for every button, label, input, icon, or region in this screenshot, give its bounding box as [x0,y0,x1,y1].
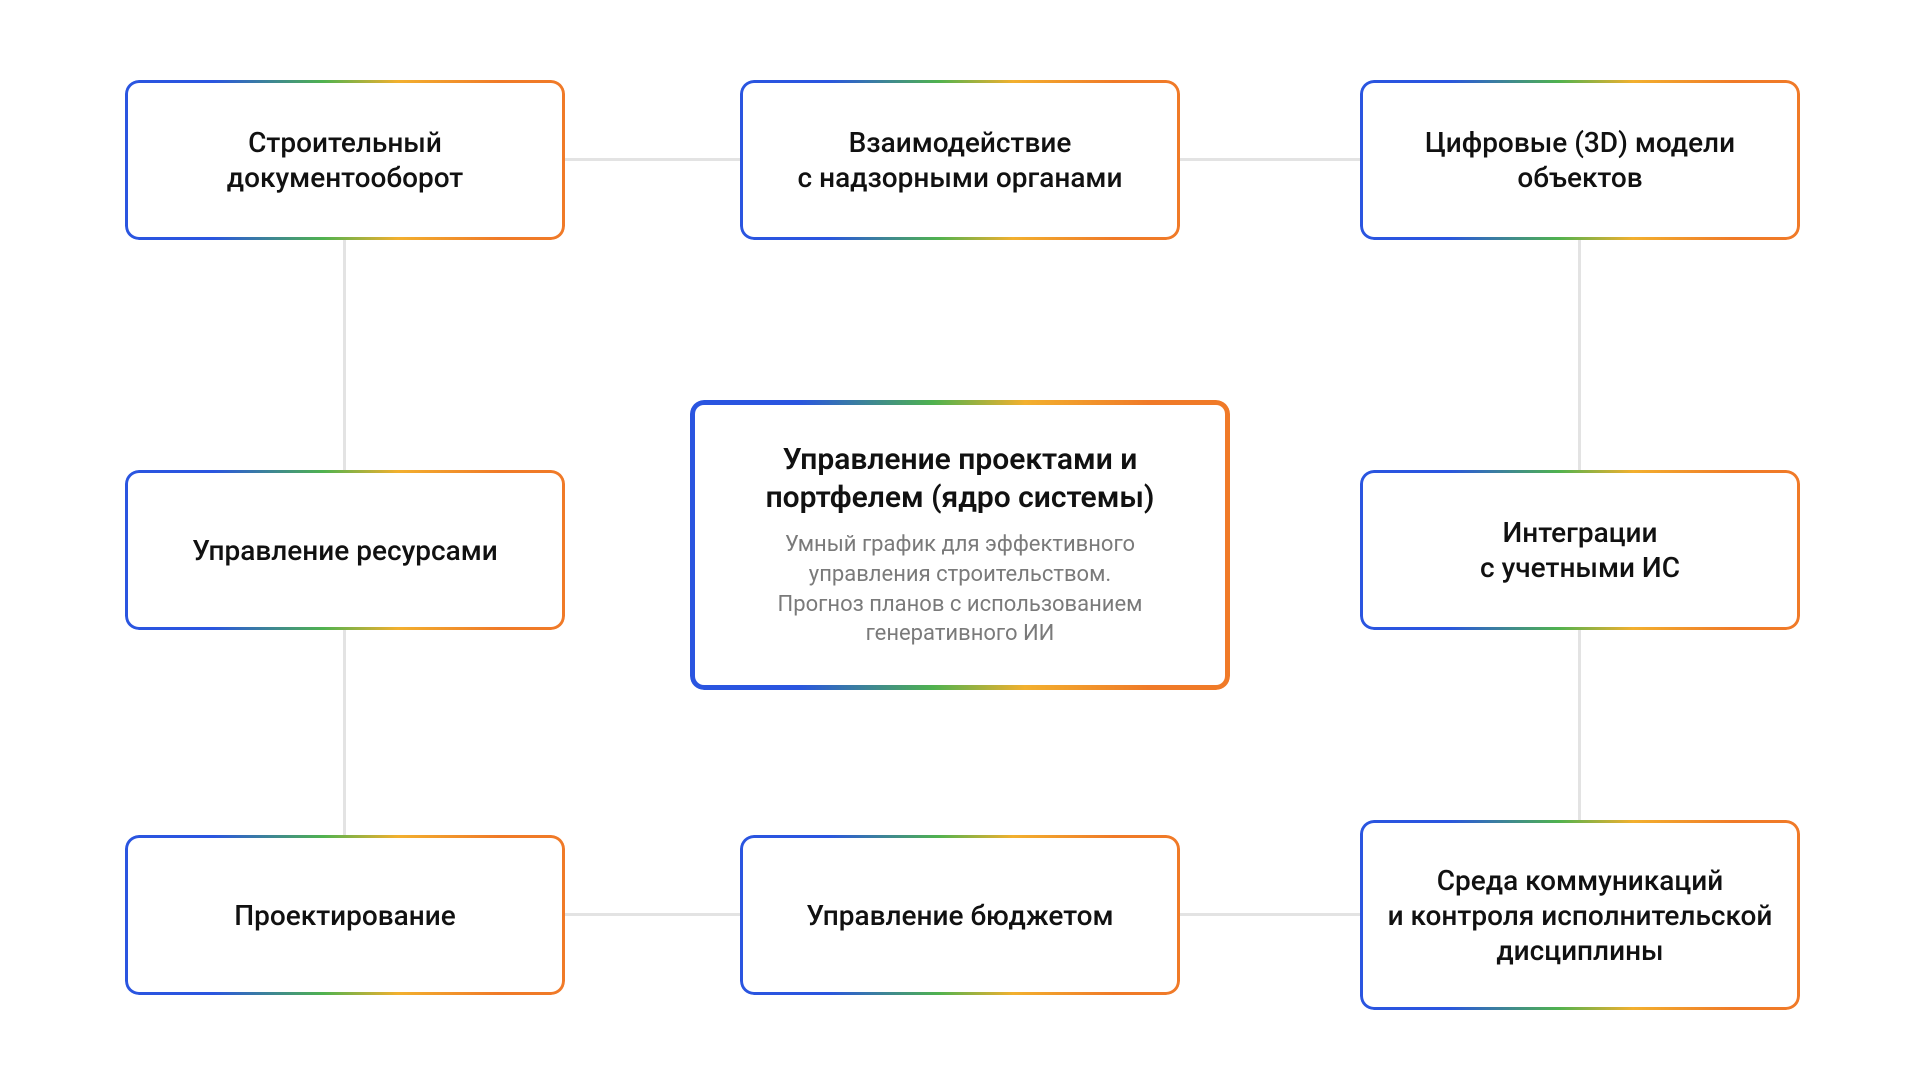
node-top-left: Строительный документооборот [125,80,565,240]
edge-left-mid-to-bot [343,625,346,840]
node-title: Управление проектами и портфелем (ядро с… [766,441,1155,516]
diagram-canvas: Строительный документооборот Взаимодейст… [0,0,1920,1080]
node-title: Управление ресурсами [192,533,498,568]
node-bot-right: Среда коммуникаций и контроля исполнител… [1360,820,1800,1010]
edge-left-top-to-mid [343,235,346,475]
edge-bot-left-to-mid [560,913,760,916]
edge-top-left-to-mid [560,158,760,161]
node-title: Строительный документооборот [227,125,463,195]
node-center: Управление проектами и портфелем (ядро с… [690,400,1230,690]
node-subtitle: Умный график для эффективного управления… [778,530,1143,649]
edge-right-top-to-mid [1578,235,1581,475]
node-bot-left: Проектирование [125,835,565,995]
node-title: Среда коммуникаций и контроля исполнител… [1388,863,1773,968]
node-title: Интеграции с учетными ИС [1480,515,1680,585]
edge-bot-mid-to-right [1170,913,1370,916]
node-mid-right: Интеграции с учетными ИС [1360,470,1800,630]
node-title: Проектирование [234,898,455,933]
edge-top-mid-to-right [1170,158,1370,161]
node-mid-left: Управление ресурсами [125,470,565,630]
node-top-mid: Взаимодействие с надзорными органами [740,80,1180,240]
node-bot-mid: Управление бюджетом [740,835,1180,995]
node-top-right: Цифровые (3D) модели объектов [1360,80,1800,240]
node-title: Взаимодействие с надзорными органами [798,125,1123,195]
node-title: Цифровые (3D) модели объектов [1425,125,1735,195]
node-title: Управление бюджетом [806,898,1113,933]
edge-right-mid-to-bot [1578,625,1581,840]
